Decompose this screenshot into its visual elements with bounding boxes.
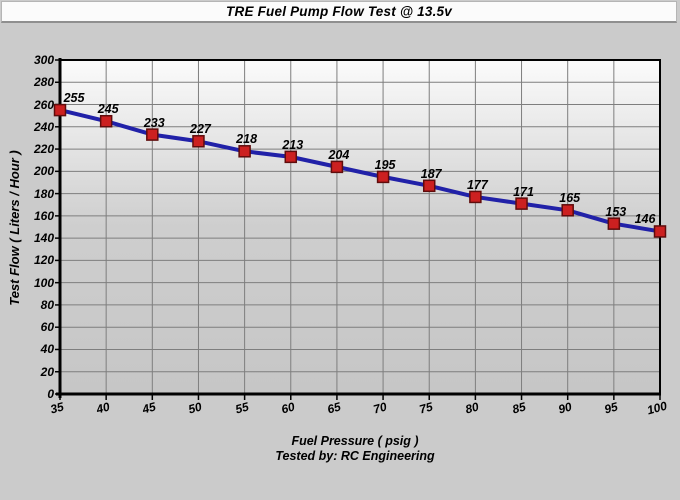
y-tick-label: 180: [33, 186, 54, 201]
data-point-marker: [238, 145, 251, 158]
y-axis-title: Test Flow ( Liters / Hour ): [7, 150, 22, 306]
data-point-label: 153: [605, 204, 627, 219]
data-point-label: 227: [190, 122, 211, 137]
data-point-marker: [330, 160, 344, 174]
data-point-marker: [284, 150, 298, 164]
data-point-label: 195: [374, 157, 396, 172]
data-point-label: 165: [559, 191, 581, 206]
y-tick-label: 140: [33, 231, 54, 246]
data-point-label: 146: [634, 212, 656, 227]
chart-title-bar: TRE Fuel Pump Flow Test @ 13.5v: [1, 1, 677, 23]
y-tick-label: 300: [33, 53, 54, 67]
data-point-marker: [469, 190, 482, 204]
data-point-label: 177: [466, 177, 488, 192]
data-point-marker: [422, 179, 436, 193]
data-point-label: 187: [420, 166, 442, 181]
y-tick-label: 200: [33, 164, 54, 179]
flow-line-series: [58, 108, 662, 234]
x-axis-title: Fuel Pressure ( psig ): [291, 434, 419, 448]
data-point-label: 233: [143, 115, 165, 130]
data-point-marker: [607, 217, 621, 230]
y-tick-label: 280: [33, 75, 54, 90]
data-point-label: 218: [236, 132, 258, 147]
data-point-marker: [653, 225, 667, 238]
data-point-marker: [376, 170, 390, 184]
y-tick-label: 20: [40, 364, 54, 379]
data-point-marker: [53, 103, 67, 117]
y-tick-label: 60: [40, 320, 54, 335]
data-point-label: 245: [97, 102, 119, 117]
y-tick-label: 220: [33, 142, 54, 157]
data-point-marker: [192, 135, 205, 148]
y-tick-label: 80: [40, 297, 54, 312]
chart-title: TRE Fuel Pump Flow Test @ 13.5v: [226, 4, 452, 19]
data-point-marker: [146, 128, 159, 141]
y-tick-label: 40: [40, 342, 54, 357]
y-tick-label: 240: [33, 119, 54, 134]
data-point-marker: [561, 204, 574, 217]
plot-area: [60, 60, 660, 394]
data-point-marker: [99, 114, 113, 128]
y-tick-label: 120: [33, 253, 54, 268]
data-point-label: 204: [328, 147, 350, 162]
tested-by-note: Tested by: RC Engineering: [275, 449, 435, 463]
data-point-label: 213: [282, 137, 304, 152]
data-point-label: 171: [513, 184, 534, 199]
data-point-label: 255: [63, 91, 85, 106]
y-tick-label: 160: [33, 208, 54, 223]
y-tick-label: 100: [33, 275, 54, 290]
y-tick-label: 260: [33, 97, 54, 112]
y-tick-label: 0: [47, 387, 54, 401]
data-point-marker: [515, 197, 528, 210]
